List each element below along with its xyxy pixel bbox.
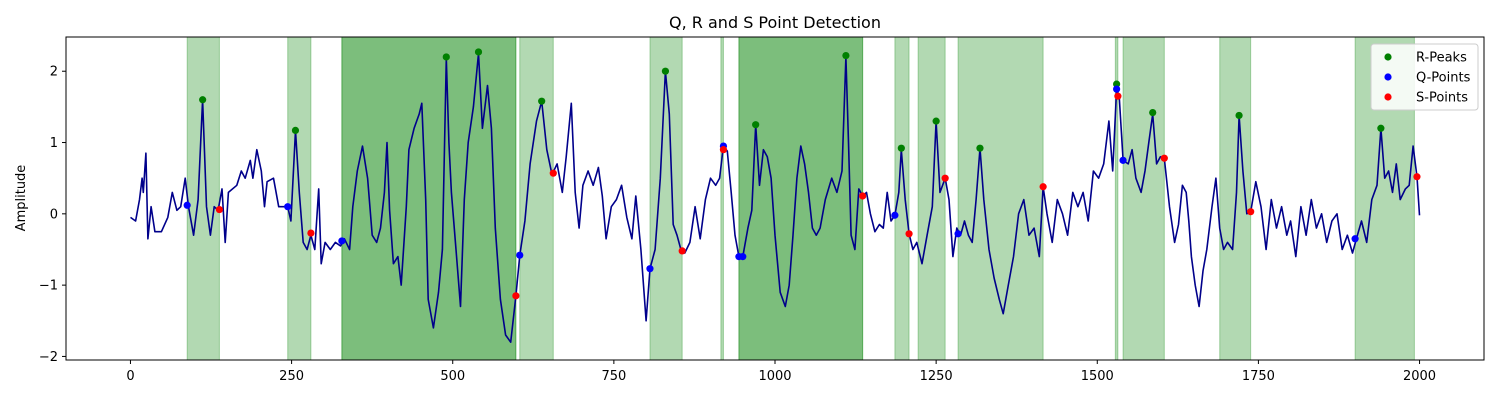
q-points-marker <box>284 203 292 211</box>
s-points-marker <box>1247 208 1255 216</box>
r-peaks-marker <box>1113 80 1121 88</box>
s-points-marker <box>678 247 686 255</box>
s-points-marker <box>719 146 728 154</box>
s-points-marker <box>215 205 224 214</box>
s-points-marker <box>1039 183 1047 191</box>
r-peaks-marker <box>897 144 905 152</box>
highlight-span <box>649 36 683 361</box>
y-tick-label: 1 <box>50 136 58 151</box>
s-points-marker <box>859 192 867 200</box>
r-peaks-marker <box>976 144 984 152</box>
q-points-marker <box>1119 156 1127 164</box>
r-peaks-marker <box>842 51 850 60</box>
r-peaks-marker <box>932 117 940 125</box>
legend-marker-q-points <box>1384 73 1392 81</box>
q-points-marker <box>954 230 962 238</box>
markers-layer <box>183 48 1421 300</box>
highlight-span <box>519 36 554 361</box>
s-points-marker <box>1114 92 1122 100</box>
x-tick-label: 250 <box>279 369 304 384</box>
chart-title: Q, R and S Point Detection <box>669 13 881 32</box>
r-peaks-marker <box>442 53 450 61</box>
x-axis: 0 250 500 750 1000 1250 1500 1750 2000 <box>126 360 1436 384</box>
signal-line <box>130 52 1421 343</box>
r-peaks-marker <box>199 96 207 104</box>
s-points-marker <box>941 174 949 182</box>
legend: R-Peaks Q-Points S-Points <box>1370 43 1479 111</box>
x-tick-label: 750 <box>601 369 626 384</box>
s-points-marker <box>549 169 557 177</box>
r-peaks-marker <box>538 97 546 105</box>
legend-marker-s-points <box>1384 93 1392 101</box>
r-peaks-marker <box>752 121 760 129</box>
y-tick-label: 2 <box>50 65 58 80</box>
y-axis: −2 −1 0 1 2 <box>39 65 66 365</box>
q-points-marker <box>516 251 524 259</box>
q-points-marker <box>183 201 191 209</box>
highlight-span <box>917 36 946 361</box>
y-tick-label: 0 <box>50 207 58 222</box>
y-tick-label: −1 <box>39 279 58 294</box>
x-tick-label: 0 <box>126 369 134 384</box>
highlight-spans-layer <box>186 36 1415 361</box>
s-points-marker <box>905 230 913 238</box>
s-points-marker <box>512 292 520 300</box>
q-points-marker <box>338 237 346 245</box>
r-peaks-marker <box>1377 124 1385 132</box>
highlight-span <box>341 36 517 361</box>
x-tick-label: 2000 <box>1403 369 1436 384</box>
highlight-span <box>186 36 220 361</box>
r-peaks-marker <box>291 126 300 135</box>
s-points-marker <box>1160 154 1168 162</box>
legend-label-q-points: Q-Points <box>1416 71 1471 86</box>
highlight-span <box>957 36 1044 361</box>
y-tick-label: −2 <box>39 350 58 365</box>
q-points-marker <box>739 253 747 261</box>
q-points-marker <box>646 265 654 273</box>
legend-label-s-points: S-Points <box>1416 91 1468 106</box>
legend-box <box>1370 43 1479 111</box>
highlight-span <box>738 36 864 361</box>
q-points-marker <box>891 211 899 219</box>
r-peaks-marker <box>474 48 483 56</box>
y-axis-label: Amplitude <box>14 165 29 232</box>
x-tick-label: 1500 <box>1081 369 1114 384</box>
s-points-marker <box>307 229 315 237</box>
q-points-marker <box>1351 235 1359 243</box>
x-tick-label: 1750 <box>1242 369 1275 384</box>
legend-marker-r-peaks <box>1384 53 1392 61</box>
x-tick-label: 1250 <box>920 369 953 384</box>
legend-label-r-peaks: R-Peaks <box>1416 51 1467 66</box>
r-peaks-marker <box>661 67 670 75</box>
r-peaks-marker <box>1235 111 1243 120</box>
r-peaks-marker <box>1149 108 1157 117</box>
x-tick-label: 500 <box>440 369 465 384</box>
s-points-marker <box>1413 173 1421 181</box>
x-tick-label: 1000 <box>758 369 791 384</box>
highlight-span <box>1122 36 1165 361</box>
signal-line-layer <box>130 52 1421 343</box>
q-points-marker <box>1113 85 1121 93</box>
highlight-span <box>738 36 864 361</box>
highlight-span <box>720 36 724 361</box>
